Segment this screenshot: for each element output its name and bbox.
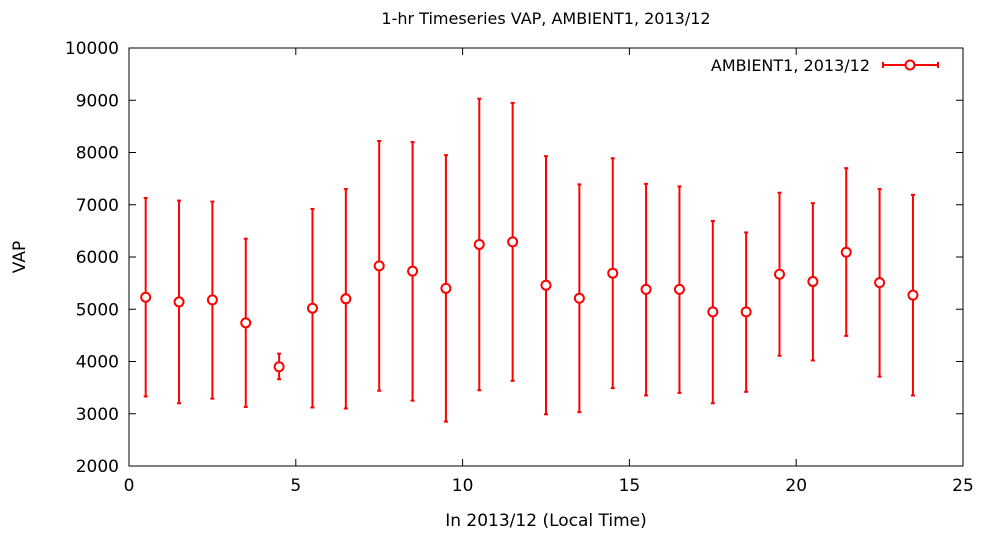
point-marker-1 (173, 296, 185, 308)
point-marker-18 (740, 306, 752, 318)
data-point-23 (907, 193, 919, 397)
x-tick-label-0: 0 (124, 476, 135, 496)
x-axis-label: In 2013/12 (Local Time) (445, 511, 647, 531)
point-marker-21 (840, 246, 852, 258)
data-point-19 (774, 191, 786, 357)
data-point-14 (607, 157, 619, 390)
point-marker-19 (774, 268, 786, 280)
legend: AMBIENT1, 2013/12 (711, 56, 939, 75)
y-tick-label-6: 8000 (76, 144, 119, 164)
x-tick-label-4: 20 (785, 476, 807, 496)
x-tick-label-3: 15 (619, 476, 641, 496)
data-point-12 (540, 155, 552, 416)
y-axis-label: VAP (10, 241, 30, 273)
data-point-8 (407, 141, 419, 402)
data-point-21 (840, 167, 852, 337)
point-marker-7 (373, 260, 385, 272)
data-point-6 (340, 188, 352, 410)
data-point-13 (573, 183, 585, 414)
point-marker-10 (473, 238, 485, 250)
point-marker-9 (440, 282, 452, 294)
point-marker-5 (306, 302, 318, 314)
data-point-5 (306, 207, 318, 409)
point-marker-4 (273, 361, 285, 373)
data-point-0 (140, 196, 152, 398)
y-tick-label-0: 2000 (76, 457, 119, 477)
data-point-18 (740, 231, 752, 393)
point-marker-3 (240, 317, 252, 329)
point-marker-23 (907, 289, 919, 301)
y-tick-label-1: 3000 (76, 405, 119, 425)
legend-marker (904, 59, 916, 71)
point-marker-13 (573, 292, 585, 304)
point-marker-11 (507, 236, 519, 248)
point-marker-2 (206, 294, 218, 306)
point-marker-15 (640, 283, 652, 295)
data-point-17 (707, 219, 719, 405)
y-tick-label-4: 6000 (76, 248, 119, 268)
data-point-1 (173, 199, 185, 405)
data-point-10 (473, 97, 485, 392)
y-axis: 2000 3000 4000 5000 6000 7000 8000 9000 10000 (65, 39, 963, 477)
point-marker-12 (540, 279, 552, 291)
point-marker-6 (340, 293, 352, 305)
data-point-3 (240, 237, 252, 408)
y-tick-label-3: 5000 (76, 300, 119, 320)
data-point-9 (440, 154, 452, 423)
point-marker-22 (874, 277, 886, 289)
x-tick-label-5: 25 (952, 476, 974, 496)
x-tick-label-2: 10 (452, 476, 474, 496)
point-marker-0 (140, 291, 152, 303)
series-layer (140, 97, 919, 423)
x-tick-label-1: 5 (290, 476, 301, 496)
legend-swatch (882, 59, 939, 71)
chart-title: 1-hr Timeseries VAP, AMBIENT1, 2013/12 (381, 9, 710, 28)
legend-label: AMBIENT1, 2013/12 (711, 56, 870, 75)
point-marker-8 (407, 265, 419, 277)
x-axis: 0 5 10 15 20 25 (124, 48, 974, 496)
data-point-16 (673, 185, 685, 394)
point-marker-20 (807, 276, 819, 288)
y-tick-label-8: 10000 (65, 39, 119, 59)
data-point-7 (373, 140, 385, 392)
data-point-4 (273, 352, 285, 381)
data-point-2 (206, 200, 218, 400)
point-marker-16 (673, 283, 685, 295)
y-tick-label-7: 9000 (76, 91, 119, 111)
data-point-20 (807, 202, 819, 362)
point-marker-14 (607, 267, 619, 279)
data-point-15 (640, 182, 652, 397)
data-point-11 (507, 101, 519, 382)
y-tick-label-2: 4000 (76, 353, 119, 373)
y-tick-label-5: 7000 (76, 196, 119, 216)
point-marker-17 (707, 306, 719, 318)
data-point-22 (874, 188, 886, 378)
